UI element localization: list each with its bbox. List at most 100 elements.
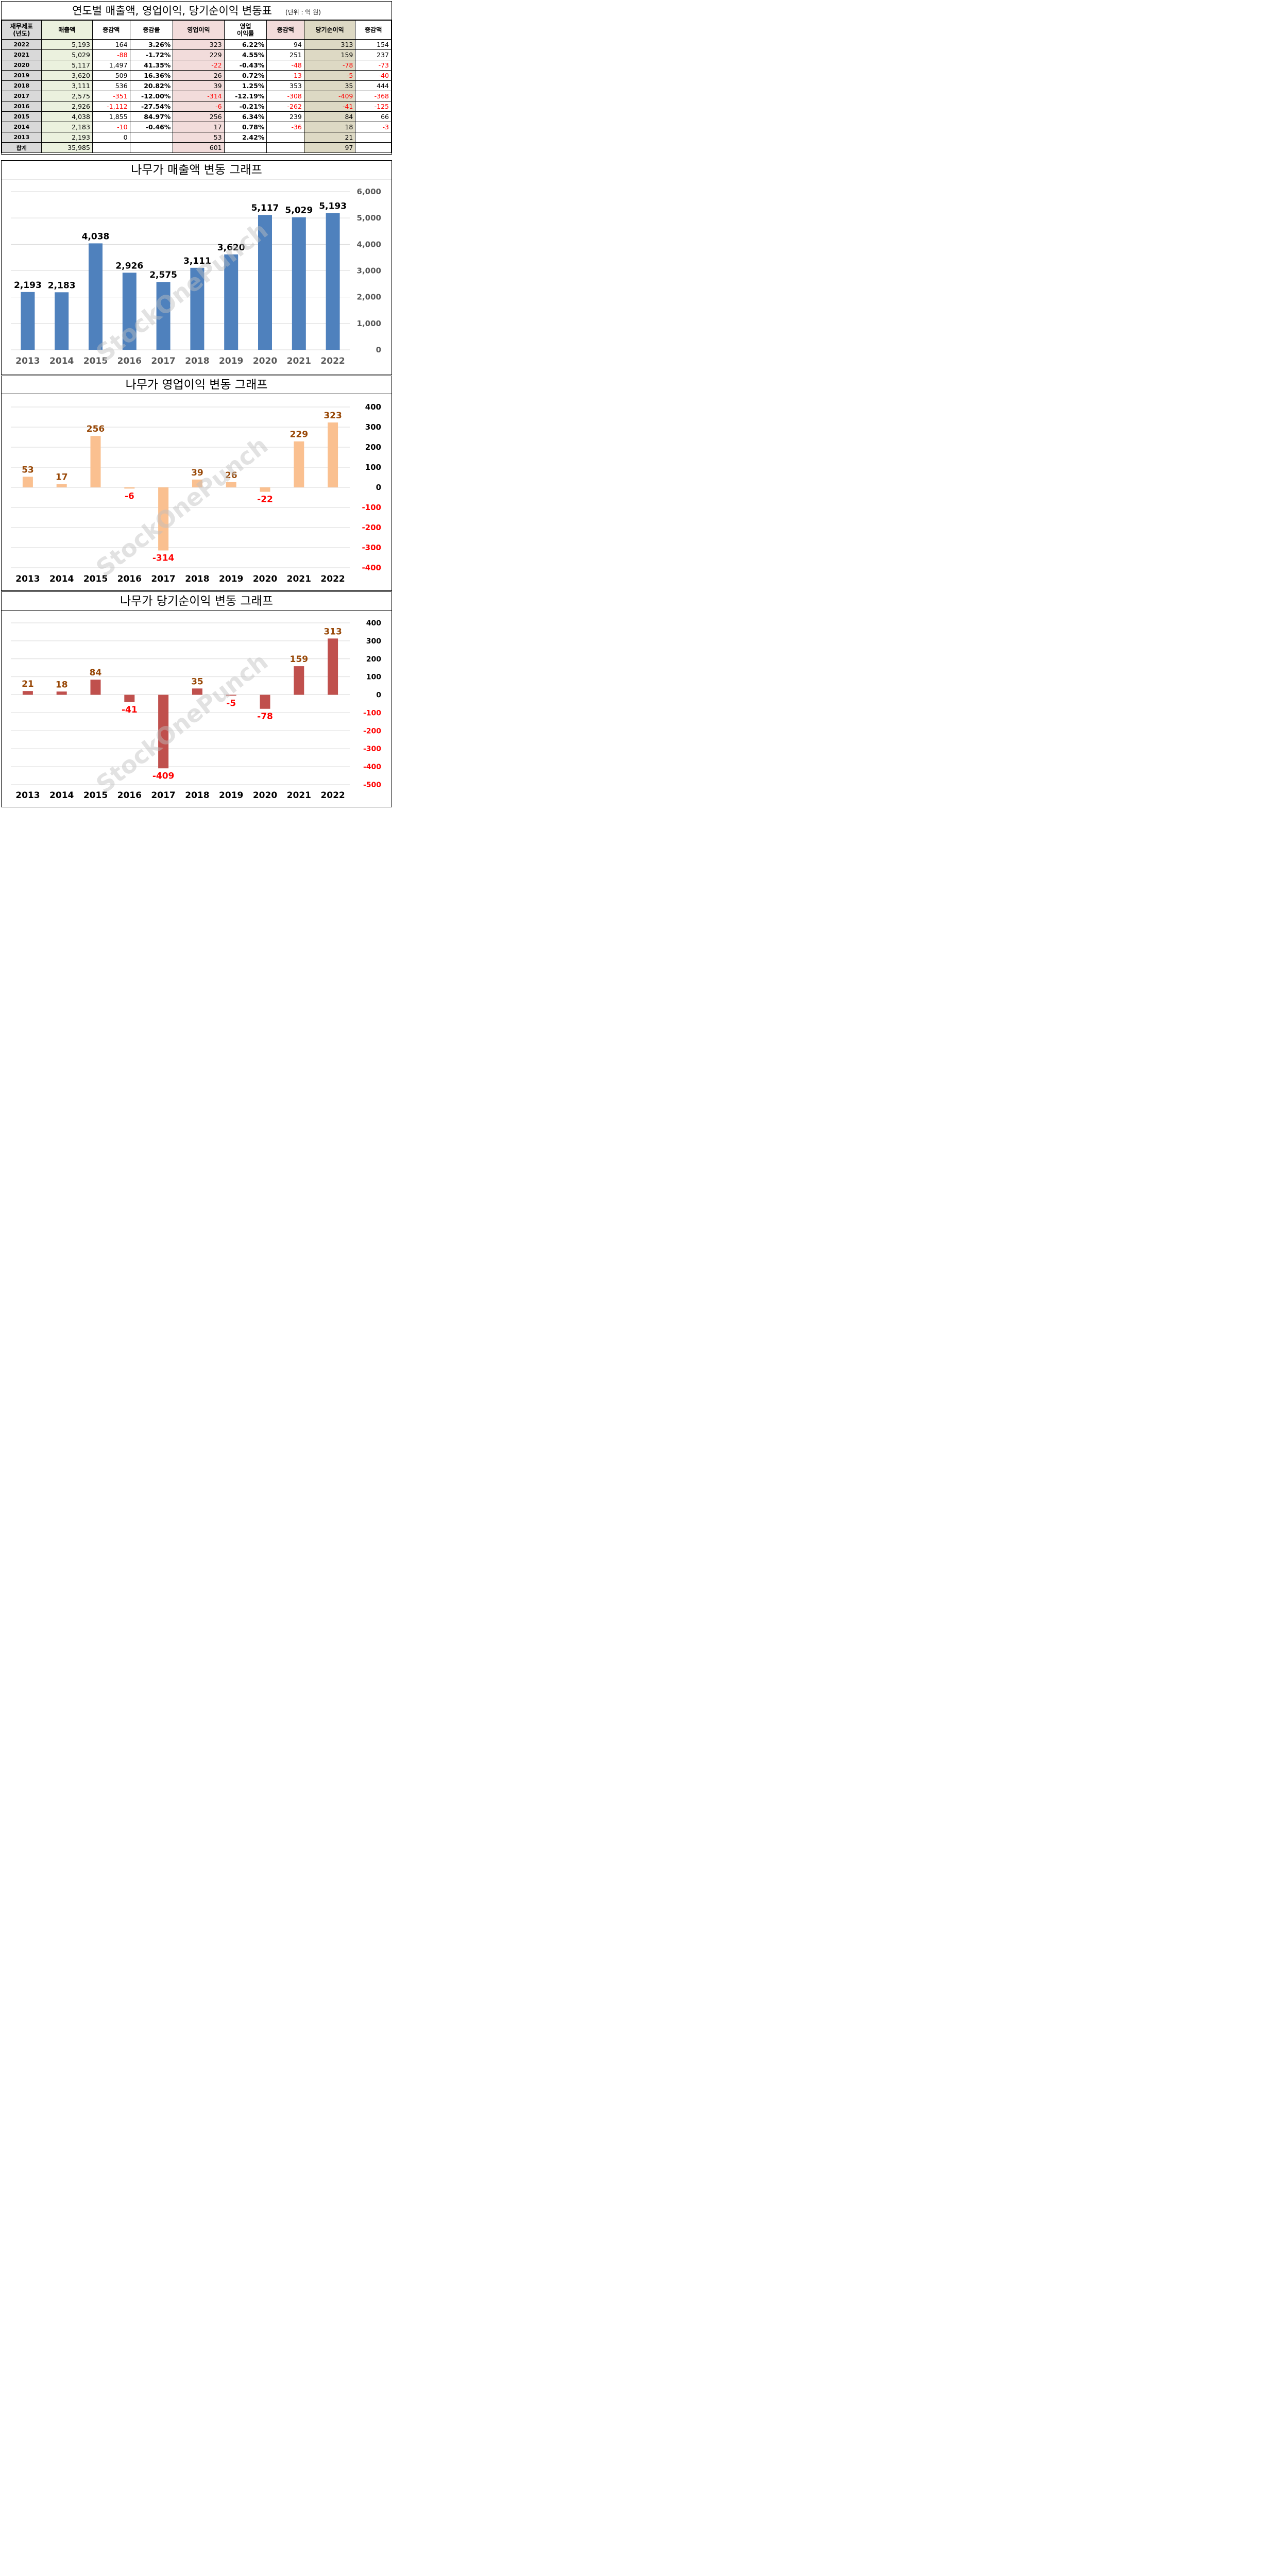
cell-op-margin: -12.19%: [224, 91, 267, 101]
y-tick-label: -100: [362, 503, 381, 512]
data-label: 2,575: [149, 270, 177, 280]
bar: [326, 213, 340, 350]
y-tick-label: -400: [363, 763, 381, 771]
cell-rev-rate: 20.82%: [129, 80, 174, 91]
cell-year: 2022: [2, 39, 42, 50]
x-tick-label: 2015: [83, 574, 108, 584]
cell-net-profit: -78: [303, 60, 356, 71]
y-tick-label: 200: [365, 443, 381, 452]
cell-op-margin: -0.21%: [224, 101, 267, 112]
x-tick-label: 2018: [185, 356, 209, 366]
data-label: 3,111: [183, 256, 211, 266]
y-tick-label: 3,000: [357, 266, 381, 276]
x-tick-label: 2022: [320, 574, 345, 584]
bar: [260, 487, 270, 492]
x-tick-label: 2021: [287, 356, 311, 366]
data-label: 26: [225, 470, 237, 481]
net-profit-chart-title-bar: 나무가 당기순이익 변동 그래프: [2, 592, 392, 611]
cell-net-change: 237: [355, 49, 392, 60]
bar: [124, 694, 135, 702]
cell-revenue: 5,117: [41, 60, 93, 71]
x-tick-label: 2016: [117, 356, 142, 366]
cell-net-profit: 21: [303, 132, 356, 143]
cell-rev-rate: -12.00%: [129, 91, 174, 101]
y-tick-label: 0: [376, 691, 381, 700]
total-net-change: [355, 142, 392, 153]
table-title-bar: 연도별 매출액, 영업이익, 당기순이익 변동표 (단위 : 억 원): [2, 2, 392, 20]
watermark: StockOnePunch: [91, 216, 273, 367]
cell-revenue: 5,029: [41, 49, 93, 60]
cell-net-change: -3: [355, 122, 392, 132]
cell-year: 2014: [2, 122, 42, 132]
cell-year: 2016: [2, 101, 42, 112]
y-tick-label: -400: [362, 563, 381, 572]
bar: [22, 477, 33, 487]
cell-rev-rate: [129, 132, 174, 143]
table-row: 2017 2,575 -351 -12.00% -314 -12.19% -308 -409-…: [2, 91, 392, 101]
cell-op-profit: 256: [173, 111, 225, 122]
cell-rev-change: -10: [92, 122, 130, 132]
cell-op-margin: -0.43%: [224, 60, 267, 71]
op-profit-bar-chart: -400 -300 -200 -100 0 100 200 300 400 53 2013 17 201…: [11, 402, 381, 584]
cell-rev-change: 0: [92, 132, 130, 143]
cell-year: 2020: [2, 60, 42, 71]
bar: [122, 273, 137, 350]
cell-rev-change: 164: [92, 39, 130, 50]
data-label: 84: [90, 668, 102, 678]
cell-net-profit: -409: [303, 91, 356, 101]
header-rev-change: 증감액: [92, 20, 130, 40]
revenue-bar-chart: 0 1,000 2,000 3,000 4,000 5,000 6,000 2,193 2013…: [11, 187, 381, 367]
data-label: 2,183: [48, 280, 76, 291]
cell-op-profit: -314: [173, 91, 225, 101]
header-net-change: 증감액: [355, 20, 392, 40]
cell-op-profit: 229: [173, 49, 225, 60]
table-header-row: 재무제표 (년도) 매출액 증감액 증감률 영업이익 영업 이익률 증감액 당기순이…: [2, 20, 392, 40]
y-tick-label: -300: [362, 543, 381, 552]
cell-op-margin: 2.42%: [224, 132, 267, 143]
bar: [192, 479, 202, 487]
y-tick-label: -200: [362, 523, 381, 532]
y-tick-label: 6,000: [357, 187, 381, 196]
y-tick-label: 400: [365, 402, 381, 412]
table-row: 2022 5,193 164 3.26% 323 6.22% 94 313 154: [2, 39, 392, 50]
x-tick-label: 2014: [49, 790, 74, 801]
data-label: 39: [191, 468, 203, 478]
cell-op-profit: 39: [173, 80, 225, 91]
header-op-change: 증감액: [266, 20, 304, 40]
x-tick-label: 2019: [219, 356, 243, 366]
data-label: 256: [87, 424, 105, 434]
cell-op-profit: 53: [173, 132, 225, 143]
y-tick-label: 200: [366, 655, 381, 664]
header-op-margin: 영업 이익률: [224, 20, 267, 40]
bar: [55, 292, 69, 350]
x-tick-label: 2020: [253, 574, 277, 584]
table-panel: 연도별 매출액, 영업이익, 당기순이익 변동표 (단위 : 억 원) 재무제표(…: [1, 1, 392, 155]
bar: [56, 691, 67, 695]
cell-rev-rate: 84.97%: [129, 111, 174, 122]
total-year: 합계: [2, 142, 42, 153]
revenue-chart-panel: 나무가 매출액 변동 그래프 0 1,000 2,000 3,000 4,000 5,00…: [1, 160, 392, 375]
cell-op-change: [266, 132, 304, 143]
cell-net-profit: 18: [303, 122, 356, 132]
bar: [156, 282, 171, 350]
data-label: 2,193: [14, 280, 42, 291]
data-label: -78: [257, 711, 273, 722]
cell-rev-rate: -1.72%: [129, 49, 174, 60]
y-tick-label: 0: [376, 483, 381, 492]
total-net-profit: 97: [303, 142, 356, 153]
data-label: 3,620: [217, 243, 245, 253]
cell-op-margin: 0.72%: [224, 70, 267, 81]
header-revenue: 매출액: [41, 20, 93, 40]
y-tick-label: -100: [363, 709, 381, 717]
cell-op-margin: 4.55%: [224, 49, 267, 60]
cell-year: 2021: [2, 49, 42, 60]
data-label: 5,029: [285, 206, 313, 216]
bar: [224, 254, 239, 350]
op-profit-chart-title: 나무가 영업이익 변동 그래프: [125, 378, 268, 392]
cell-op-change: -48: [266, 60, 304, 71]
y-tick-label: -300: [363, 745, 381, 753]
data-label: 313: [324, 626, 342, 637]
x-tick-label: 2017: [151, 356, 175, 366]
x-tick-label: 2013: [15, 790, 40, 801]
bar: [294, 666, 304, 695]
